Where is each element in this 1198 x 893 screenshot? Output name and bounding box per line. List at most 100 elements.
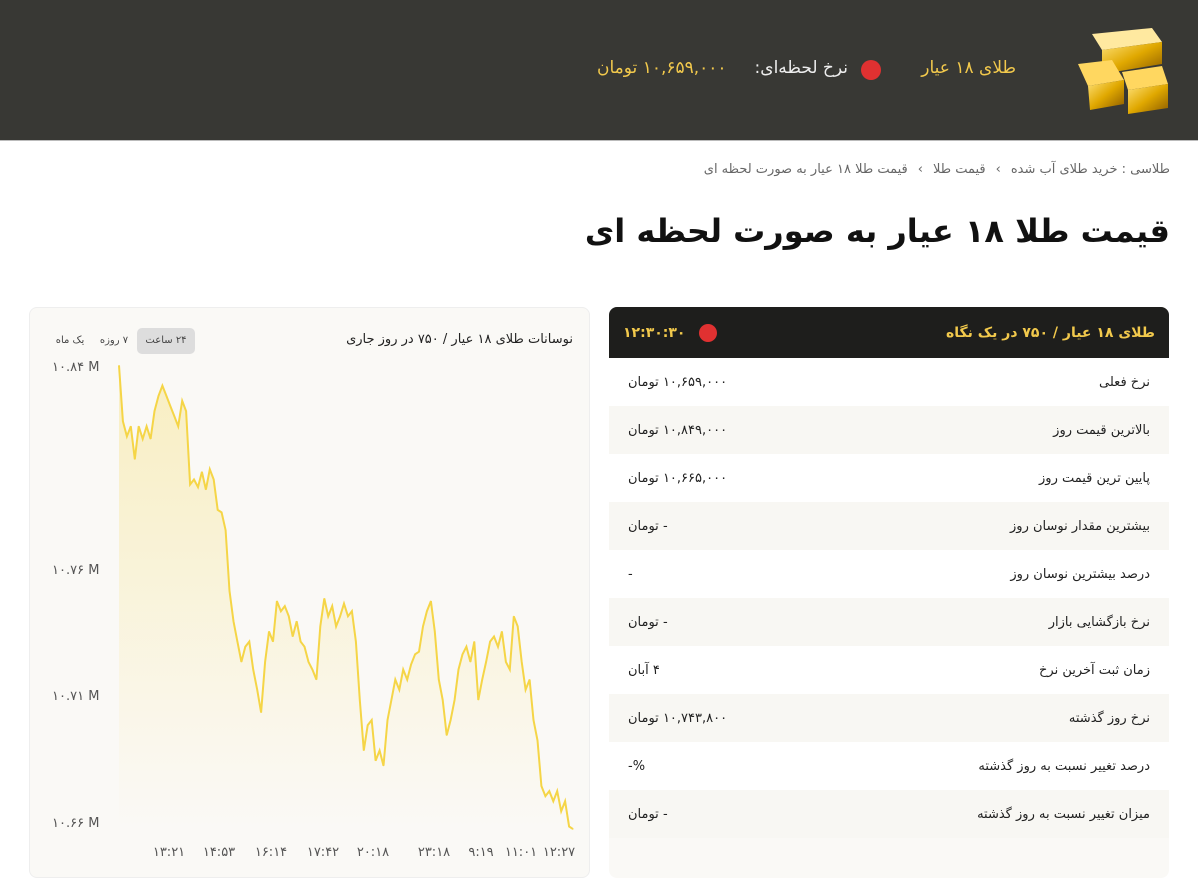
live-price: ۱۰,۶۵۹,۰۰۰ تومان	[597, 58, 727, 78]
data-point	[485, 661, 487, 663]
data-point	[461, 653, 463, 655]
data-point	[319, 625, 321, 627]
data-point	[130, 425, 132, 427]
range-24h-tab[interactable]: ۲۴ ساعت	[137, 328, 195, 354]
chevron-left-icon: ›	[917, 162, 923, 177]
data-point	[422, 625, 424, 627]
data-point	[339, 615, 341, 617]
data-point	[142, 438, 144, 440]
breadcrumb-item[interactable]: طلاسی : خرید طلای آب شده	[1010, 162, 1170, 177]
product-name: طلای ۱۸ عیار	[921, 58, 1016, 78]
data-point	[418, 651, 420, 653]
data-point	[288, 615, 290, 617]
last-update: ۱۲:۳۰:۳۰	[623, 323, 718, 342]
table-row: بالاترین قیمت روز ۱۰,۸۴۹,۰۰۰ تومان	[609, 406, 1169, 454]
data-point	[521, 661, 523, 663]
data-point	[201, 471, 203, 473]
live-indicator-icon	[861, 60, 881, 80]
data-point	[375, 760, 377, 762]
row-label: درصد تغییر نسبت به روز گذشته	[978, 758, 1150, 774]
row-label: زمان ثبت آخرین نرخ	[1039, 662, 1150, 678]
data-point	[217, 509, 219, 511]
data-point	[398, 689, 400, 691]
table-row: درصد بیشترین نوسان روز -	[609, 550, 1169, 598]
summary-table: طلای ۱۸ عیار / ۷۵۰ در یک نگاه ۱۲:۳۰:۳۰ ن…	[609, 307, 1169, 878]
chart-title: نوسانات طلای ۱۸ عیار / ۷۵۰ در روز جاری	[346, 332, 573, 347]
data-point	[165, 395, 167, 397]
data-point	[540, 785, 542, 787]
data-point	[533, 719, 535, 721]
data-point	[438, 679, 440, 681]
price-chart	[118, 364, 574, 830]
table-row: بیشترین مقدار نوسان روز - تومان	[609, 502, 1169, 550]
data-point	[383, 765, 385, 767]
data-point	[406, 679, 408, 681]
data-point	[552, 800, 554, 802]
data-point	[229, 590, 231, 592]
row-value: ۱۰,۶۶۵,۰۰۰ تومان	[628, 470, 728, 486]
data-point	[323, 598, 325, 600]
price-line	[118, 365, 574, 830]
breadcrumb-item[interactable]: قیمت طلا	[932, 162, 986, 177]
data-point	[232, 620, 234, 622]
data-point	[300, 641, 302, 643]
table-row: نرخ فعلی ۱۰,۶۵۹,۰۰۰ تومان	[609, 358, 1169, 406]
data-point	[426, 610, 428, 612]
y-tick-label: ۱۰.۶۶ M	[52, 816, 100, 831]
live-indicator-icon	[699, 323, 718, 342]
data-point	[268, 630, 270, 632]
data-point	[572, 828, 574, 830]
x-tick-label: ۱۶:۱۴	[254, 845, 288, 860]
range-1m-tab[interactable]: یک ماه	[55, 335, 85, 346]
data-point	[446, 734, 448, 736]
table-title: طلای ۱۸ عیار / ۷۵۰ در یک نگاه	[946, 324, 1155, 341]
row-value: ۱۰,۸۴۹,۰۰۰ تومان	[628, 422, 728, 438]
y-tick-label: ۱۰.۷۶ M	[52, 562, 100, 578]
row-label: نرخ روز گذشته	[1068, 710, 1150, 726]
x-tick-label: ۲۳:۱۸	[417, 845, 451, 860]
row-value: ۱۰,۶۵۹,۰۰۰ تومان	[628, 374, 728, 390]
data-point	[252, 668, 254, 670]
data-point	[513, 615, 515, 617]
table-row: پایین ترین قیمت روز ۱۰,۶۶۵,۰۰۰ تومان	[609, 454, 1169, 502]
breadcrumb: طلاسی : خرید طلای آب شده › قیمت طلا › قی…	[704, 162, 1170, 177]
data-point	[473, 641, 475, 643]
site-header: طلای ۱۸ عیار نرخ لحظه‌ای: ۱۰,۶۵۹,۰۰۰ توم…	[0, 0, 1198, 141]
data-point	[126, 435, 128, 437]
data-point	[347, 615, 349, 617]
row-value: -	[628, 566, 633, 582]
data-point	[442, 699, 444, 701]
gold-bars-logo[interactable]	[1072, 24, 1170, 116]
data-point	[173, 415, 175, 417]
data-point	[477, 699, 479, 701]
page-title: قیمت طلا ۱۸ عیار به صورت لحظه ای	[584, 212, 1170, 250]
data-point	[481, 679, 483, 681]
data-point	[193, 478, 195, 480]
data-point	[335, 625, 337, 627]
data-point	[434, 630, 436, 632]
row-value: %-	[628, 758, 646, 774]
data-point	[236, 641, 238, 643]
data-point	[256, 689, 258, 691]
row-value: ۴ آبان	[628, 662, 660, 678]
table-row: درصد تغییر نسبت به روز گذشته %-	[609, 742, 1169, 790]
data-point	[122, 420, 124, 422]
row-value: - تومان	[628, 614, 668, 630]
data-point	[181, 400, 183, 402]
x-tick-label: ۱۳:۲۱	[152, 845, 186, 860]
data-point	[371, 719, 373, 721]
data-point	[197, 486, 199, 488]
data-point	[272, 641, 274, 643]
data-point	[525, 689, 527, 691]
data-point	[177, 425, 179, 427]
data-point	[367, 724, 369, 726]
price-chart-card: نوسانات طلای ۱۸ عیار / ۷۵۰ در روز جاری ۲…	[29, 307, 590, 878]
data-point	[493, 636, 495, 638]
data-point	[154, 410, 156, 412]
data-point	[244, 646, 246, 648]
data-point	[568, 826, 570, 828]
row-value: - تومان	[628, 518, 668, 534]
data-point	[189, 484, 191, 486]
range-7d-tab[interactable]: ۷ روزه	[99, 335, 129, 346]
data-point	[497, 646, 499, 648]
